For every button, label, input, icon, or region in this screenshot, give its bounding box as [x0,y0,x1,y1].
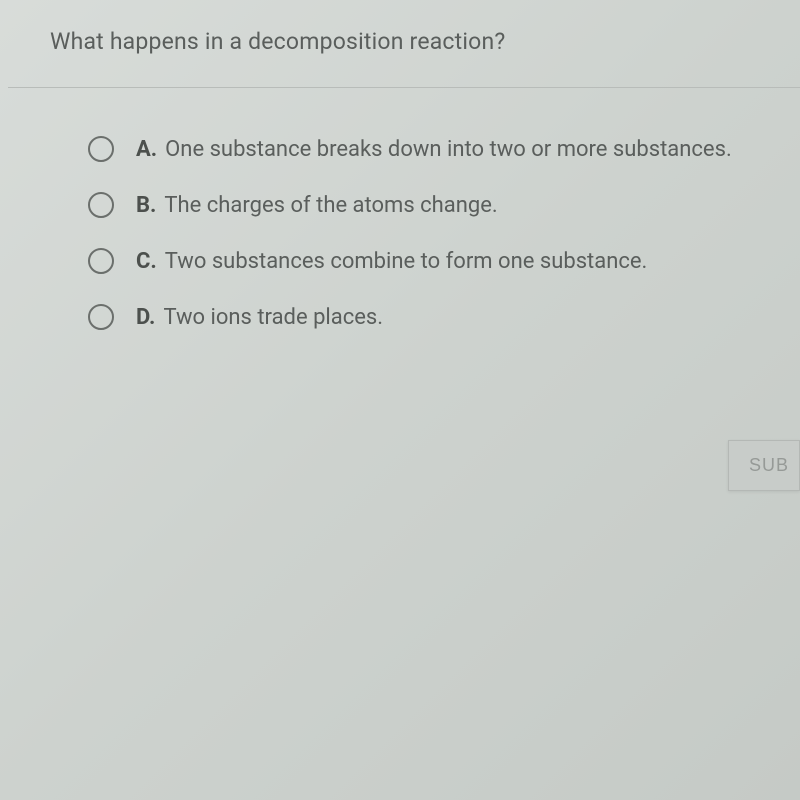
question-container: What happens in a decomposition reaction… [0,0,800,55]
option-row-b[interactable]: B. The charges of the atoms change. [88,192,800,218]
option-text-d: Two ions trade places. [163,305,383,330]
option-text-a: One substance breaks down into two or mo… [165,137,732,162]
option-letter-c: C. [136,249,157,274]
radio-d[interactable] [88,304,114,330]
radio-a[interactable] [88,136,114,162]
option-text-b: The charges of the atoms change. [164,193,497,218]
radio-c[interactable] [88,248,114,274]
divider [8,87,800,88]
question-text: What happens in a decomposition reaction… [50,28,800,55]
option-row-a[interactable]: A. One substance breaks down into two or… [88,136,800,162]
option-letter-b: B. [136,193,156,218]
options-container: A. One substance breaks down into two or… [0,136,800,330]
radio-b[interactable] [88,192,114,218]
option-row-c[interactable]: C. Two substances combine to form one su… [88,248,800,274]
submit-button[interactable]: SUB [728,440,800,491]
option-text-c: Two substances combine to form one subst… [165,249,648,274]
option-letter-a: A. [136,137,157,162]
option-row-d[interactable]: D. Two ions trade places. [88,304,800,330]
option-letter-d: D. [136,305,155,330]
